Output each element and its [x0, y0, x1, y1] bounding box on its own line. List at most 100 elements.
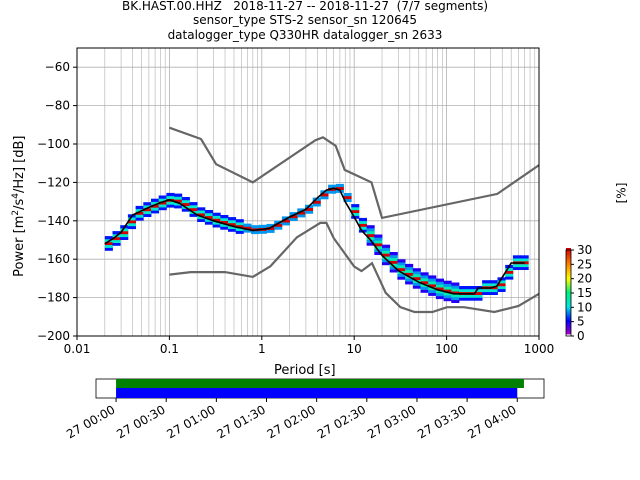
density-cell [505, 267, 514, 271]
density-cell [382, 247, 391, 251]
density-cell [397, 276, 406, 280]
density-cell [235, 227, 244, 231]
density-cell [428, 287, 437, 291]
timeline-tick-label: 27 01:30 [215, 402, 268, 441]
density-cell [305, 207, 314, 211]
colorbar-segment [566, 270, 571, 273]
timeline-tick-label: 27 04:00 [465, 402, 518, 441]
density-cell [174, 196, 183, 200]
density-cell [382, 253, 391, 257]
density-cell [343, 193, 352, 197]
density-cell [235, 222, 244, 226]
density-cell [428, 281, 437, 285]
density-cell [158, 198, 167, 202]
density-cell [366, 236, 375, 240]
density-cell [197, 210, 206, 214]
colorbar-segment [566, 291, 571, 294]
density-cell [289, 217, 298, 221]
density-cell [482, 280, 491, 284]
density-cell [274, 220, 283, 224]
colorbar-segment [566, 262, 571, 265]
high-noise-model-line [169, 126, 540, 220]
x-tick-label: 1 [258, 342, 266, 356]
colorbar-segment [566, 254, 571, 257]
density-cell [228, 225, 237, 229]
density-cell [512, 266, 521, 270]
colorbar-tick-label: 25 [577, 257, 592, 271]
density-cell [197, 215, 206, 220]
density-cell [489, 280, 498, 284]
density-cell [420, 280, 429, 285]
colorbar-segment [566, 303, 571, 306]
density-cell [158, 195, 167, 199]
density-cell [212, 212, 221, 216]
density-cell [412, 271, 421, 275]
density-cell [258, 224, 267, 228]
x-tick-label: 10 [347, 342, 362, 356]
density-cell [312, 203, 321, 207]
colorbar-segment [566, 264, 571, 267]
density-cell [212, 218, 221, 222]
density-cell [443, 298, 452, 302]
colorbar-segment [566, 256, 571, 259]
density-cell [289, 215, 298, 219]
density-cell [389, 269, 398, 273]
density-cell [451, 294, 460, 298]
density-cell [204, 221, 213, 225]
density-cell [382, 250, 391, 254]
density-cell [420, 286, 429, 290]
colorbar-segment [566, 274, 571, 277]
density-cell [120, 228, 129, 232]
density-cell [428, 292, 437, 296]
y-axis-ticks: −200 −180 −160 −140 −120 −100 −80 −60 [37, 60, 77, 343]
plot-frame [76, 47, 540, 337]
colorbar-segment [566, 313, 571, 316]
density-cell [512, 263, 521, 268]
colorbar-segment [566, 309, 571, 312]
density-cell [181, 197, 190, 201]
density-cell [435, 295, 444, 300]
density-cell [305, 210, 314, 214]
density-cell [189, 202, 198, 206]
density-cell [320, 196, 329, 200]
density-cell [120, 236, 129, 240]
density-cell [181, 199, 190, 204]
density-cell [143, 210, 152, 215]
colorbar-segment [566, 252, 571, 255]
density-cell [443, 295, 452, 299]
density-cell [274, 226, 283, 230]
density-cell [428, 275, 437, 279]
density-cell [405, 266, 414, 270]
colorbar-segment [566, 266, 571, 269]
density-cell [489, 291, 498, 295]
x-tick-label: 1000 [524, 342, 555, 356]
density-cell [489, 283, 498, 287]
y-tick-label: −180 [37, 291, 70, 305]
density-cell [505, 270, 514, 274]
timeline-tick-label: 27 03:00 [365, 402, 418, 441]
density-cell [420, 289, 429, 293]
density-cell [466, 294, 475, 298]
colorbar-segment [566, 297, 571, 300]
density-cell [120, 233, 129, 238]
density-cell [104, 244, 113, 248]
density-cell [297, 214, 306, 218]
colorbar-segment [566, 278, 571, 282]
density-cell [382, 262, 391, 266]
density-cell [374, 246, 383, 250]
density-cell [143, 205, 152, 209]
density-cell [174, 205, 183, 209]
colorbar-segment [566, 280, 571, 284]
density-cell [166, 192, 175, 197]
density-cell [320, 193, 329, 197]
density-cell [297, 211, 306, 215]
density-cell [220, 215, 229, 219]
density-cell [158, 204, 167, 208]
chart-title-line-2: sensor_type STS-2 sensor_sn 120645 [193, 13, 417, 27]
density-cell [189, 207, 198, 212]
colorbar-segment [566, 325, 571, 329]
density-cell [397, 267, 406, 272]
colorbar-segment [566, 305, 571, 308]
density-cell [382, 259, 391, 263]
density-cell [420, 272, 429, 276]
